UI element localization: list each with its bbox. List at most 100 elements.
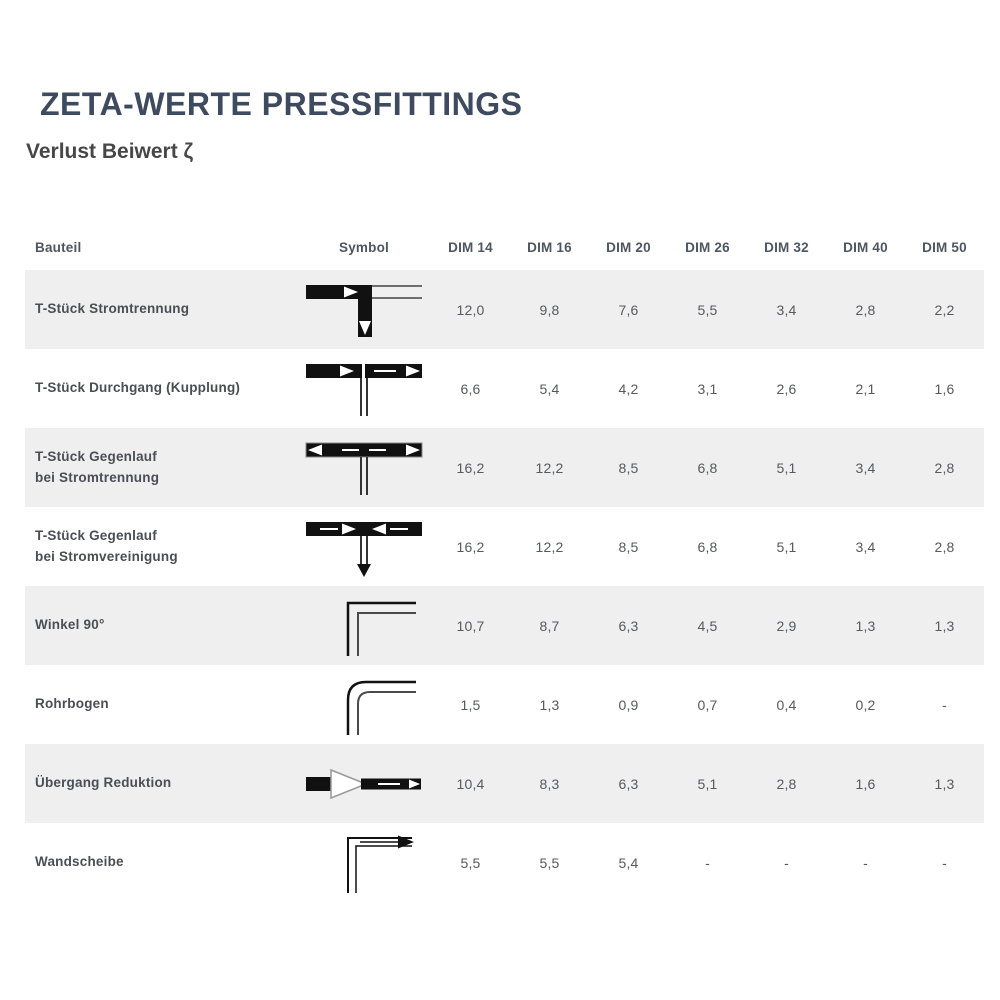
zeta-value: - [705, 854, 710, 871]
zeta-value: 9,8 [539, 301, 560, 318]
zeta-value: 4,5 [697, 617, 718, 634]
table-row: Rohrbogen 1,5 1,3 0,9 0,7 0,4 0,2 - [25, 665, 984, 744]
zeta-value: 8,7 [539, 617, 560, 634]
zeta-value: 0,9 [618, 696, 639, 713]
symbol-cell [297, 586, 431, 665]
table-row: T-Stück Gegenlauf bei Stromvereinigung 1… [25, 507, 984, 586]
zeta-value: 16,2 [456, 538, 485, 555]
component-label: T-Stück Durchgang (Kupplung) [35, 380, 241, 396]
zeta-value: 2,8 [934, 459, 955, 476]
zeta-value: 2,1 [855, 380, 876, 397]
zeta-value: 2,2 [934, 301, 955, 318]
zeta-value: 8,5 [618, 459, 639, 476]
zeta-value: - [942, 696, 947, 713]
symbol-cell [297, 428, 431, 507]
zeta-value: 6,8 [697, 538, 718, 555]
zeta-value: 1,3 [855, 617, 876, 634]
symbol-cell [297, 665, 431, 744]
zeta-value: 6,3 [618, 775, 639, 792]
table-row: Winkel 90° 10,7 8,7 6,3 4,5 2,9 1,3 1,3 [25, 586, 984, 665]
zeta-value: 5,1 [697, 775, 718, 792]
t-stueck-durchgang-kupplung-icon [306, 363, 422, 416]
component-label: T-Stück Gegenlauf bei Stromvereinigung [35, 528, 178, 564]
zeta-value: 1,6 [855, 775, 876, 792]
zeta-value: - [784, 854, 789, 871]
zeta-value: 7,6 [618, 301, 639, 318]
zeta-value: 8,3 [539, 775, 560, 792]
zeta-value: 12,0 [456, 301, 485, 318]
column-header-dim-16: DIM 16 [527, 239, 572, 255]
zeta-value: 2,9 [776, 617, 797, 634]
zeta-value: 10,7 [456, 617, 485, 634]
page-title: ZETA-WERTE PRESSFITTINGS [40, 86, 523, 122]
component-label: Übergang Reduktion [35, 775, 172, 791]
zeta-value: 5,5 [539, 854, 560, 871]
zeta-value: 12,2 [535, 538, 564, 555]
component-label: Rohrbogen [35, 696, 109, 712]
symbol-cell [297, 744, 431, 823]
zeta-value: 1,3 [934, 617, 955, 634]
column-header-dim-26: DIM 26 [685, 239, 730, 255]
zeta-value: 2,6 [776, 380, 797, 397]
table-row: T-Stück Gegenlauf bei Stromtrennung 16,2… [25, 428, 984, 507]
uebergang-reduktion-icon [306, 768, 421, 799]
t-stueck-gegenlauf-stromtrennung-icon [305, 442, 423, 495]
column-header-symbol: Symbol [339, 239, 389, 255]
zeta-value: - [942, 854, 947, 871]
zeta-value: 5,1 [776, 459, 797, 476]
component-label: T-Stück Stromtrennung [35, 301, 190, 317]
zeta-value: 12,2 [535, 459, 564, 476]
winkel-90-icon [346, 601, 416, 656]
component-label: Wandscheibe [35, 854, 124, 870]
wandscheibe-icon [347, 835, 414, 893]
symbol-cell [297, 270, 431, 349]
column-header-bauteil: Bauteil [35, 239, 82, 255]
zeta-value: - [863, 854, 868, 871]
page-subtitle: Verlust Beiwert ζ [26, 140, 194, 163]
zeta-value: 2,8 [934, 538, 955, 555]
zeta-value: 3,4 [855, 538, 876, 555]
column-header-dim-40: DIM 40 [843, 239, 888, 255]
table-row: T-Stück Stromtrennung 12,0 9,8 7,6 5,5 3,4 2,… [25, 270, 984, 349]
table-row: Übergang Reduktion 10,4 8,3 6,3 5,1 2,8 1,6 1,… [25, 744, 984, 823]
zeta-value: 0,4 [776, 696, 797, 713]
column-header-dim-32: DIM 32 [764, 239, 809, 255]
zeta-value: 1,3 [934, 775, 955, 792]
t-stueck-gegenlauf-stromvereinigung-icon [306, 521, 422, 577]
column-header-dim-20: DIM 20 [606, 239, 651, 255]
zeta-value: 5,5 [460, 854, 481, 871]
zeta-value: 3,1 [697, 380, 718, 397]
table-row: Wandscheibe 5,5 5,5 5,4 - - - - [25, 823, 984, 902]
table-row: T-Stück Durchgang (Kupplung) 6,6 5,4 4,2 3,… [25, 349, 984, 428]
zeta-value: 6,3 [618, 617, 639, 634]
zeta-value: 1,3 [539, 696, 560, 713]
zeta-value: 16,2 [456, 459, 485, 476]
rohrbogen-icon [346, 680, 416, 735]
column-header-dim-14: DIM 14 [448, 239, 493, 255]
component-label: Winkel 90° [35, 617, 105, 633]
zeta-value: 6,8 [697, 459, 718, 476]
zeta-values-table: Bauteil Symbol DIM 14 DIM 16 DIM 20 DIM 26 DIM… [25, 224, 984, 902]
component-label: T-Stück Gegenlauf bei Stromtrennung [35, 449, 160, 485]
zeta-value: 3,4 [776, 301, 797, 318]
zeta-value: 2,8 [776, 775, 797, 792]
zeta-value: 5,1 [776, 538, 797, 555]
zeta-value: 4,2 [618, 380, 639, 397]
zeta-value: 8,5 [618, 538, 639, 555]
column-header-dim-50: DIM 50 [922, 239, 967, 255]
symbol-cell [297, 507, 431, 586]
zeta-value: 5,5 [697, 301, 718, 318]
zeta-value: 5,4 [618, 854, 639, 871]
zeta-value: 10,4 [456, 775, 485, 792]
zeta-value: 6,6 [460, 380, 481, 397]
table-body: T-Stück Stromtrennung 12,0 9,8 7,6 5,5 3,4 2,… [25, 270, 984, 902]
zeta-value: 0,2 [855, 696, 876, 713]
symbol-cell [297, 823, 431, 902]
zeta-value: 2,8 [855, 301, 876, 318]
t-stueck-stromtrennung-icon [306, 284, 422, 337]
symbol-cell [297, 349, 431, 428]
zeta-value: 5,4 [539, 380, 560, 397]
zeta-value: 1,5 [460, 696, 481, 713]
zeta-value: 3,4 [855, 459, 876, 476]
